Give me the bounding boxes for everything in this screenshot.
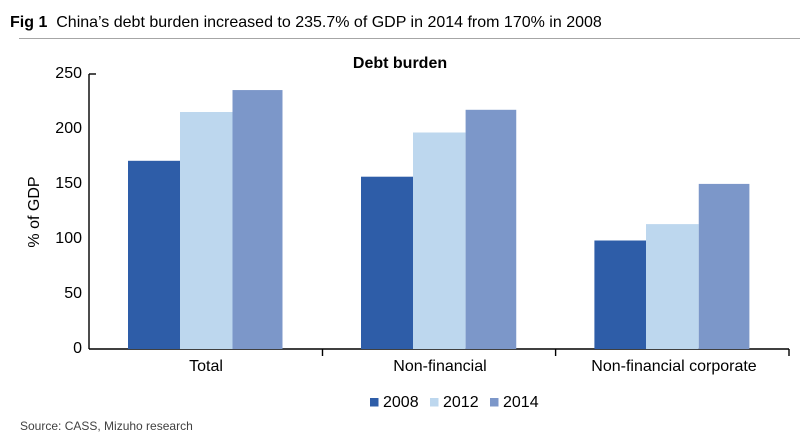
svg-text:2014: 2014 [503,394,539,411]
svg-text:2008: 2008 [383,394,419,411]
svg-text:200: 200 [55,120,82,137]
svg-text:Non-financial: Non-financial [393,358,486,375]
svg-text:Total: Total [189,358,223,375]
svg-text:150: 150 [55,175,82,192]
svg-text:2012: 2012 [443,394,479,411]
svg-text:Non-financial corporate: Non-financial corporate [591,358,757,375]
svg-text:% of GDP: % of GDP [26,176,43,247]
svg-text:0: 0 [73,340,82,357]
svg-text:250: 250 [55,65,82,82]
svg-text:50: 50 [64,285,82,302]
svg-text:100: 100 [55,230,82,247]
